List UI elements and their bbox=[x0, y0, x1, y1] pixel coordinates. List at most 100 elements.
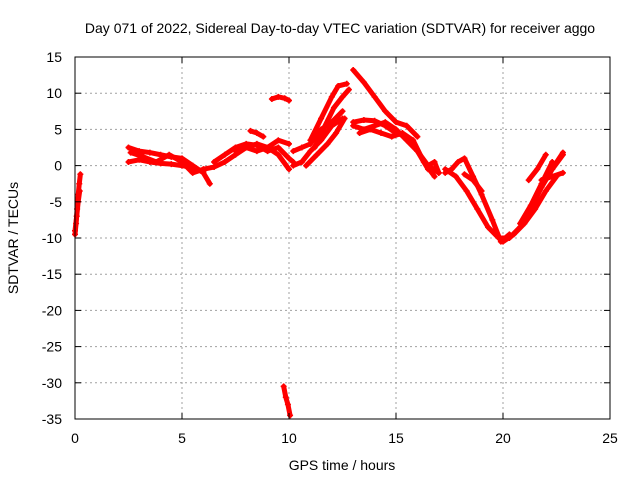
data-point-marker bbox=[350, 122, 357, 129]
series-early-drop-b bbox=[72, 187, 83, 234]
data-point-marker bbox=[311, 144, 318, 151]
y-tick-label: -5 bbox=[50, 194, 63, 210]
x-tick-label: 15 bbox=[388, 430, 404, 446]
data-point-marker bbox=[286, 97, 292, 104]
data-point-marker bbox=[339, 108, 346, 115]
data-point-marker bbox=[393, 119, 399, 126]
data-point-marker bbox=[399, 130, 406, 137]
y-tick-label: 5 bbox=[54, 121, 62, 137]
data-point-marker bbox=[153, 158, 160, 165]
data-point-marker bbox=[168, 161, 175, 168]
data-point-marker bbox=[77, 171, 84, 178]
data-point-marker bbox=[324, 140, 331, 147]
data-point-marker bbox=[414, 133, 421, 140]
data-point-marker bbox=[140, 153, 147, 160]
series-rise-e bbox=[311, 86, 352, 151]
data-point-marker bbox=[125, 144, 132, 151]
series-rise-d bbox=[307, 80, 350, 144]
data-point-marker bbox=[221, 158, 228, 165]
data-point-marker bbox=[313, 151, 320, 158]
data-point-marker bbox=[371, 122, 378, 129]
data-point-marker bbox=[382, 119, 389, 126]
series-rise-c bbox=[303, 115, 348, 169]
data-point-marker bbox=[286, 155, 292, 162]
y-tick-label: -25 bbox=[42, 339, 62, 355]
data-point-marker bbox=[281, 95, 288, 102]
series-trace bbox=[72, 188, 83, 234]
data-point-marker bbox=[264, 144, 271, 151]
data-point-marker bbox=[307, 137, 314, 144]
data-point-marker bbox=[211, 164, 218, 171]
series-trace bbox=[357, 126, 438, 179]
data-point-marker bbox=[549, 173, 556, 180]
data-point-marker bbox=[268, 95, 275, 102]
grid-lines bbox=[75, 57, 610, 419]
data-point-marker bbox=[506, 235, 513, 241]
data-point-marker bbox=[461, 171, 468, 178]
y-tick-label: 15 bbox=[46, 49, 62, 65]
data-point-marker bbox=[403, 122, 410, 129]
data-point-marker bbox=[146, 149, 153, 156]
data-point-marker bbox=[461, 155, 468, 162]
data-point-marker bbox=[542, 173, 549, 180]
data-point-marker bbox=[559, 169, 566, 176]
data-series bbox=[72, 67, 566, 419]
data-point-marker bbox=[307, 148, 314, 155]
data-point-marker bbox=[303, 162, 310, 169]
data-point-marker bbox=[284, 401, 291, 408]
data-point-marker bbox=[189, 169, 196, 176]
data-point-marker bbox=[371, 117, 378, 124]
series-recover-e bbox=[542, 149, 566, 180]
data-point-marker bbox=[247, 127, 254, 134]
data-point-marker bbox=[410, 137, 417, 144]
data-point-marker bbox=[298, 158, 305, 165]
data-point-marker bbox=[318, 115, 325, 122]
data-point-marker bbox=[500, 238, 506, 245]
data-point-marker bbox=[495, 235, 502, 241]
data-point-marker bbox=[559, 149, 566, 156]
data-point-marker bbox=[280, 383, 287, 390]
x-tick-labels: 0 5 10 15 20 25 bbox=[71, 430, 618, 446]
series-late-a bbox=[425, 158, 442, 176]
y-tick-labels: -35 -30 -25 -20 -15 -10 -5 0 5 10 15 bbox=[42, 49, 62, 427]
data-point-marker bbox=[388, 133, 395, 140]
data-point-marker bbox=[125, 158, 132, 165]
data-point-marker bbox=[200, 166, 207, 173]
series-valley-b bbox=[442, 166, 511, 241]
series-short-a bbox=[247, 127, 267, 140]
data-point-marker bbox=[298, 144, 305, 151]
data-point-marker bbox=[290, 162, 297, 169]
series-trace bbox=[281, 383, 293, 418]
chart-title: Day 071 of 2022, Sidereal Day-to-day VTE… bbox=[85, 20, 595, 36]
series-outlier-drop bbox=[280, 383, 294, 419]
data-point-marker bbox=[328, 119, 335, 126]
y-tick-label: -30 bbox=[42, 375, 62, 391]
x-axis-label: GPS time / hours bbox=[289, 457, 396, 473]
data-point-marker bbox=[542, 187, 549, 194]
series-trace-e bbox=[211, 140, 297, 165]
data-point-marker bbox=[470, 177, 477, 184]
data-point-marker bbox=[371, 93, 378, 100]
y-tick-label: -20 bbox=[42, 302, 62, 318]
data-point-marker bbox=[335, 82, 342, 89]
data-point-marker bbox=[179, 158, 185, 165]
plot-frame bbox=[74, 56, 611, 420]
data-point-marker bbox=[378, 130, 385, 137]
data-point-marker bbox=[275, 144, 282, 151]
data-point-marker bbox=[367, 126, 374, 133]
data-point-marker bbox=[260, 133, 267, 140]
data-point-marker bbox=[275, 93, 282, 100]
data-point-marker bbox=[350, 67, 357, 74]
data-point-marker bbox=[442, 166, 449, 173]
x-tick-label: 10 bbox=[281, 430, 297, 446]
data-point-marker bbox=[328, 93, 335, 100]
data-point-marker bbox=[253, 148, 260, 155]
data-point-marker bbox=[275, 137, 282, 144]
data-point-marker bbox=[551, 162, 558, 169]
data-point-marker bbox=[360, 79, 367, 86]
y-tick-label: 10 bbox=[46, 85, 62, 101]
data-point-marker bbox=[232, 148, 239, 155]
data-point-marker bbox=[452, 173, 459, 180]
series-peak-desc-a bbox=[350, 67, 421, 140]
data-point-marker bbox=[525, 177, 532, 184]
